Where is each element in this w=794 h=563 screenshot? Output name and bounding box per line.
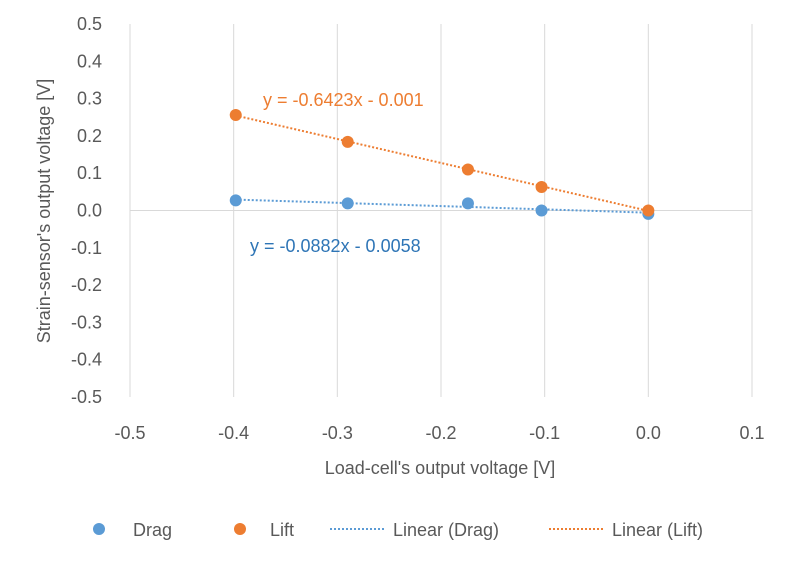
trendline-equation: y = -0.0882x - 0.0058 <box>250 236 421 256</box>
x-tick-label: -0.2 <box>425 423 456 443</box>
y-tick-label: -0.2 <box>71 275 102 295</box>
legend-label: Drag <box>133 520 172 540</box>
trendline-equation: y = -0.6423x - 0.001 <box>263 90 424 110</box>
data-point <box>229 194 242 207</box>
y-tick-label: 0.5 <box>77 14 102 34</box>
x-tick-labels: -0.5 -0.4 -0.3 -0.2 -0.1 0.0 0.1 <box>114 423 764 443</box>
x-tick-label: -0.3 <box>322 423 353 443</box>
y-tick-label: 0.4 <box>77 51 102 71</box>
x-tick-label: 0.0 <box>636 423 661 443</box>
data-point <box>341 135 354 148</box>
y-axis-title: Strain-sensor's output voltage [V] <box>34 79 54 344</box>
x-tick-label: -0.1 <box>529 423 560 443</box>
data-points <box>229 109 655 220</box>
x-tick-label: -0.5 <box>114 423 145 443</box>
y-tick-label: -0.4 <box>71 350 102 370</box>
legend: Drag Lift Linear (Drag) Linear (Lift) <box>93 520 703 540</box>
x-axis-title: Load-cell's output voltage [V] <box>325 458 556 478</box>
data-point <box>642 204 655 217</box>
y-tick-label: -0.3 <box>71 312 102 332</box>
y-tick-label: -0.1 <box>71 238 102 258</box>
data-point <box>535 204 548 217</box>
legend-marker-drag <box>93 523 105 535</box>
data-point <box>461 163 474 176</box>
data-point <box>229 109 242 122</box>
y-tick-labels: 0.5 0.4 0.3 0.2 0.1 0.0 -0.1 -0.2 -0.3 -0.4 -0.5 <box>71 14 102 407</box>
x-tick-label: 0.1 <box>739 423 764 443</box>
y-tick-label: 0.2 <box>77 126 102 146</box>
y-tick-label: -0.5 <box>71 387 102 407</box>
trendlines <box>235 114 649 214</box>
y-tick-label: 0.3 <box>77 89 102 109</box>
data-point <box>535 181 548 194</box>
legend-label: Linear (Drag) <box>393 520 499 540</box>
trendline-equations: y = -0.0882x - 0.0058 y = -0.6423x - 0.00… <box>250 90 424 256</box>
legend-label: Lift <box>270 520 294 540</box>
legend-marker-lift <box>234 523 246 535</box>
legend-label: Linear (Lift) <box>612 520 703 540</box>
trendline <box>235 114 649 212</box>
x-tick-label: -0.4 <box>218 423 249 443</box>
data-point <box>461 197 474 210</box>
y-tick-label: 0.1 <box>77 163 102 183</box>
y-tick-label: 0.0 <box>77 201 102 221</box>
trendline <box>235 198 649 214</box>
data-point <box>341 197 354 210</box>
